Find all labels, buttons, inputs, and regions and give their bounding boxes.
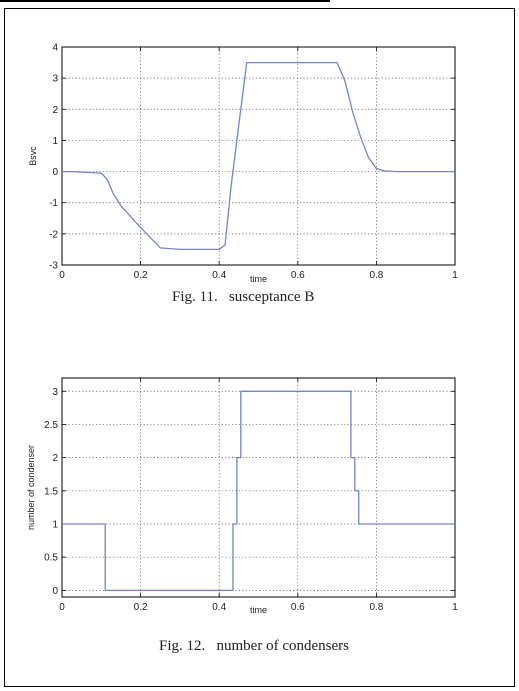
x-tick-label: 0.8 xyxy=(369,270,383,281)
x-tick-label: 0.4 xyxy=(212,270,226,281)
series-line xyxy=(62,390,455,592)
y-tick-label: 1 xyxy=(52,520,58,531)
chart-condensers: 3 2.5 2 1.5 1 0.5 00 0.2 0.4 0.6 0.8 1 time number of… xyxy=(26,377,458,615)
x-tick-label: 0.6 xyxy=(291,270,305,281)
x-tick-label: 0.2 xyxy=(134,602,148,613)
x-axis-label: time xyxy=(250,605,267,615)
x-tick-label: 0.4 xyxy=(212,602,226,613)
y-tick-label: 4 xyxy=(52,43,58,54)
series-line xyxy=(62,61,455,251)
top-rule xyxy=(0,0,330,2)
y-tick-label: 3 xyxy=(52,387,58,398)
x-tick-label: 0 xyxy=(59,602,65,613)
y-tick-label: 0.5 xyxy=(44,553,58,564)
fig11-caption: Fig. 11. susceptance B xyxy=(172,289,315,305)
x-axis-label: time xyxy=(250,274,267,284)
y-tick-label: 1 xyxy=(52,136,58,147)
y-tick-label: 0 xyxy=(52,167,58,178)
y-axis-label: Bsvc xyxy=(28,146,38,166)
x-tick-label: 1 xyxy=(452,602,458,613)
y-tick-label: 0 xyxy=(52,586,58,597)
plot-box xyxy=(61,377,456,598)
y-axis-label: number of condenser xyxy=(26,445,36,530)
x-tick-label: 0.8 xyxy=(369,602,383,613)
plot-box xyxy=(61,46,456,266)
fig12-caption: Fig. 12. number of condensers xyxy=(159,638,349,654)
y-tick-label: -2 xyxy=(49,229,58,240)
y-tick-label: 2 xyxy=(52,105,58,116)
x-tick-label: 0.2 xyxy=(134,270,148,281)
y-tick-label: 2.5 xyxy=(44,420,58,431)
figure-frame xyxy=(4,8,515,687)
y-tick-label: 1.5 xyxy=(44,486,58,497)
x-tick-label: 0.6 xyxy=(291,602,305,613)
y-tick-label: 2 xyxy=(52,453,58,464)
y-tick-label: -1 xyxy=(49,198,58,209)
x-tick-label: 1 xyxy=(452,270,458,281)
y-tick-label: -3 xyxy=(49,261,58,272)
y-tick-label: 3 xyxy=(52,74,58,85)
x-tick-label: 0 xyxy=(59,270,65,281)
